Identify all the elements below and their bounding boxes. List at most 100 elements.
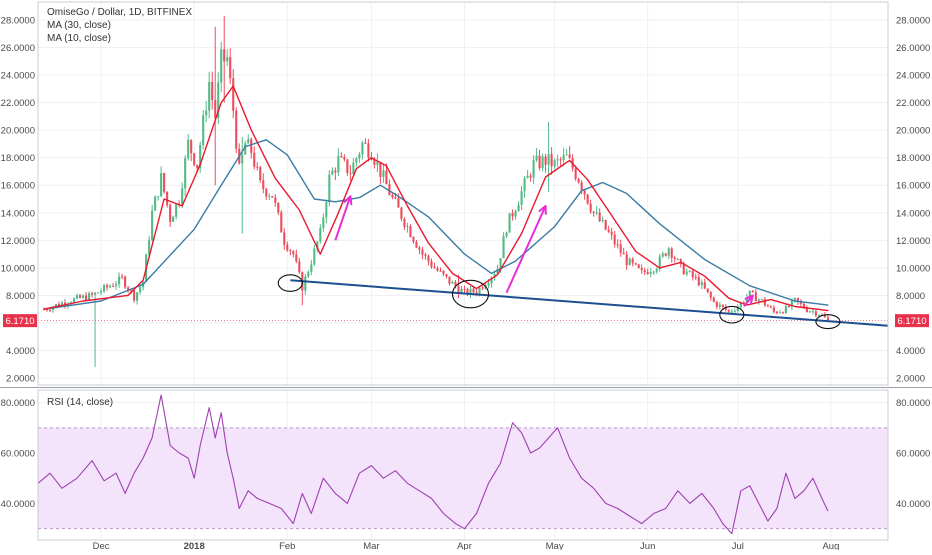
- candle-down: [421, 249, 424, 255]
- candle-up: [496, 268, 499, 275]
- candle-down: [256, 166, 259, 168]
- candle-down: [619, 244, 622, 253]
- price-tick-label-right: 2.0000: [896, 374, 925, 385]
- candle-down: [709, 292, 712, 298]
- candle-down: [78, 295, 82, 298]
- rsi-tick-label-left: 40.0000: [1, 499, 35, 510]
- candle-up: [316, 241, 319, 249]
- candle-up: [520, 191, 523, 205]
- candle-up: [199, 145, 202, 168]
- x-tick-label: Jul: [732, 541, 744, 550]
- candle-up: [667, 248, 670, 256]
- price-tick-label-left: 24.0000: [1, 71, 35, 82]
- x-tick-label: 2018: [184, 541, 205, 550]
- candle-down: [436, 268, 439, 271]
- candle-up: [172, 216, 175, 222]
- candle-up: [60, 302, 64, 306]
- candle-down: [277, 202, 280, 213]
- candle-down: [697, 277, 700, 286]
- arrow-head: [538, 204, 547, 215]
- candle-down: [604, 220, 607, 230]
- candle-down: [346, 159, 349, 173]
- candle-down: [190, 139, 193, 154]
- x-tick-label: May: [546, 541, 564, 550]
- candle-up: [601, 220, 604, 222]
- candle-up: [508, 213, 511, 233]
- candle-down: [796, 297, 799, 302]
- candle-up: [739, 302, 742, 308]
- candle-down: [781, 312, 784, 314]
- candle-down: [223, 49, 226, 62]
- rsi-overbought-oversold-band: [38, 427, 888, 529]
- candle-up: [652, 271, 655, 273]
- candle-down: [112, 285, 115, 287]
- candle-down: [400, 207, 403, 219]
- candle-down: [367, 143, 370, 158]
- rsi-tick-label-left: 60.0000: [1, 449, 35, 460]
- candle-down: [169, 205, 172, 222]
- arrow-head: [343, 195, 353, 206]
- price-tick-label-right: 22.0000: [896, 98, 930, 109]
- candle-up: [676, 258, 679, 260]
- candle-up: [148, 239, 151, 255]
- candle-down: [679, 258, 682, 264]
- circled-low: [719, 305, 745, 324]
- ma10-legend: MA (10, close): [47, 33, 111, 44]
- candle-down: [379, 161, 382, 177]
- arrow-shaft: [505, 205, 547, 294]
- candle-down: [577, 178, 580, 183]
- price-tick-label-left: 8.0000: [6, 291, 35, 302]
- candle-up: [313, 248, 316, 265]
- candle-up: [325, 202, 328, 218]
- candle-down: [691, 270, 694, 277]
- circled-low: [277, 274, 303, 292]
- circled-low: [451, 279, 490, 309]
- candle-down: [229, 57, 232, 79]
- candle-up: [718, 304, 721, 307]
- candle-down: [424, 254, 427, 256]
- ma30-line: [43, 139, 829, 310]
- candle-up: [154, 196, 157, 211]
- x-tick-label: Aug: [822, 541, 839, 550]
- candle-up: [322, 217, 325, 228]
- candle-down: [373, 159, 376, 165]
- candle-up: [361, 142, 364, 155]
- x-tick-label: Dec: [93, 541, 110, 550]
- candle-up: [547, 154, 550, 165]
- candle-up: [556, 159, 559, 161]
- rsi-tick-label-right: 40.0000: [896, 499, 930, 510]
- x-tick-label: Apr: [457, 541, 472, 550]
- candle-down: [694, 276, 697, 278]
- candle-down: [814, 311, 817, 316]
- x-tick-label: Feb: [279, 541, 295, 550]
- candle-up: [139, 287, 142, 293]
- candle-down: [724, 306, 727, 311]
- candle-up: [94, 292, 97, 295]
- candle-up: [304, 276, 307, 291]
- candle-up: [565, 154, 568, 156]
- axis-layer: 2.00002.00004.00004.00006.00006.00008.00…: [1, 15, 931, 552]
- candle-down: [664, 253, 667, 256]
- candle-up: [358, 154, 361, 159]
- candle-down: [48, 309, 52, 311]
- candle-up: [310, 264, 313, 272]
- candle-down: [586, 194, 589, 204]
- price-tick-label-right: 4.0000: [896, 346, 925, 357]
- candle-down: [613, 234, 616, 245]
- last-price-label: 6.1710: [897, 316, 926, 327]
- candle-up: [97, 292, 100, 294]
- candle-down: [802, 303, 805, 309]
- candle-down: [481, 287, 484, 289]
- candle-down: [826, 317, 829, 320]
- candle-down: [280, 212, 283, 233]
- rsi-title: RSI (14, close): [47, 397, 114, 408]
- candle-down: [415, 241, 418, 248]
- candle-up: [778, 312, 781, 314]
- candle-up: [247, 139, 250, 144]
- price-tick-label-left: 22.0000: [1, 98, 35, 109]
- candle-down: [91, 293, 94, 295]
- candle-down: [592, 211, 595, 213]
- candle-down: [214, 100, 217, 119]
